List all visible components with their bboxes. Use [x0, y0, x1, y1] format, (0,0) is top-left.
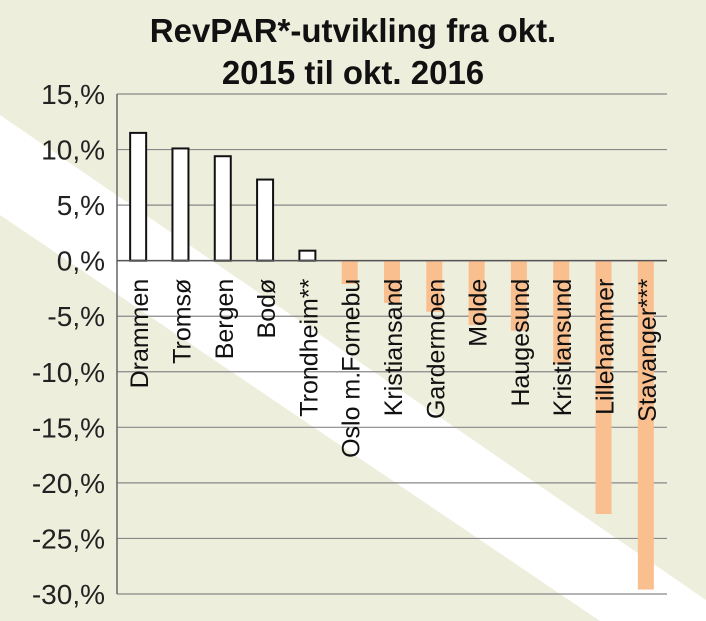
bar: [256, 178, 275, 262]
chart-title: RevPAR*-utvikling fra okt. 2015 til okt.…: [0, 10, 706, 94]
category-label: Haugesund: [507, 279, 535, 407]
bar: [468, 260, 485, 326]
y-tick-label: -15,%: [32, 412, 105, 443]
category-label: Bodø: [253, 279, 281, 339]
y-tick-label: 10,%: [41, 135, 105, 166]
y-tick-label: 5,%: [57, 190, 105, 221]
bar: [298, 249, 317, 262]
y-tick-label: -5,%: [47, 301, 105, 332]
bar: [213, 155, 232, 262]
category-label: Kristiansand: [380, 279, 408, 417]
bar: [595, 260, 612, 514]
y-tick-label: -25,%: [32, 523, 105, 554]
category-label: Molde: [465, 279, 493, 347]
bar: [637, 260, 654, 590]
category-label: Lillehammer: [592, 279, 620, 415]
bar: [129, 131, 148, 262]
category-label: Drammen: [126, 279, 154, 389]
y-tick-label: 15,%: [41, 79, 105, 110]
category-label: Stavanger***: [634, 278, 662, 421]
bar: [171, 147, 190, 262]
category-label: Trondheim**: [295, 278, 323, 416]
category-label: Tromsø: [168, 279, 196, 364]
y-tick-label: -20,%: [32, 468, 105, 499]
bar: [426, 260, 443, 312]
category-label: Oslo m.Fornebu: [338, 279, 366, 458]
category-label: Kristiansund: [549, 279, 577, 417]
category-label: Bergen: [211, 279, 239, 360]
y-tick-label: 0,%: [57, 246, 105, 277]
bar: [384, 260, 400, 303]
category-label: Gardermoen: [422, 279, 450, 419]
bar: [341, 260, 358, 284]
chart-title-line2: 2015 til okt. 2016: [221, 54, 485, 91]
bar: [553, 260, 570, 364]
y-tick-label: -10,%: [32, 357, 105, 388]
bar: [510, 260, 527, 331]
y-tick-label: -30,%: [32, 579, 105, 610]
chart-title-line1: RevPAR*-utvikling fra okt.: [149, 12, 557, 49]
